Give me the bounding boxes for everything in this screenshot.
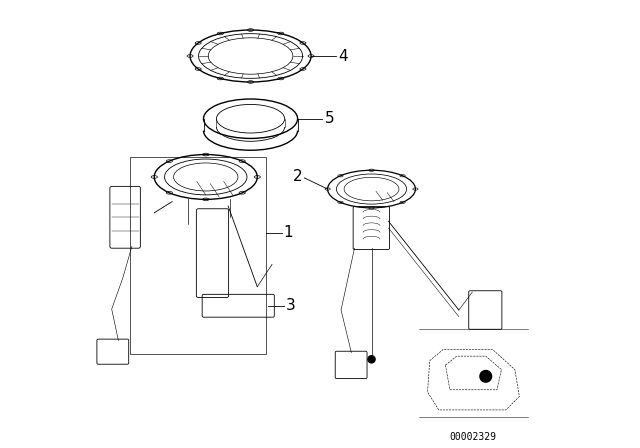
Text: 2: 2 [292, 169, 302, 184]
Text: 1: 1 [284, 225, 293, 241]
Bar [130, 157, 266, 354]
Text: 00002329: 00002329 [450, 432, 497, 442]
Circle shape [480, 370, 492, 382]
Text: 5: 5 [324, 111, 334, 126]
Text: 4: 4 [338, 48, 348, 64]
Circle shape [368, 356, 375, 363]
Text: 3: 3 [285, 298, 295, 313]
